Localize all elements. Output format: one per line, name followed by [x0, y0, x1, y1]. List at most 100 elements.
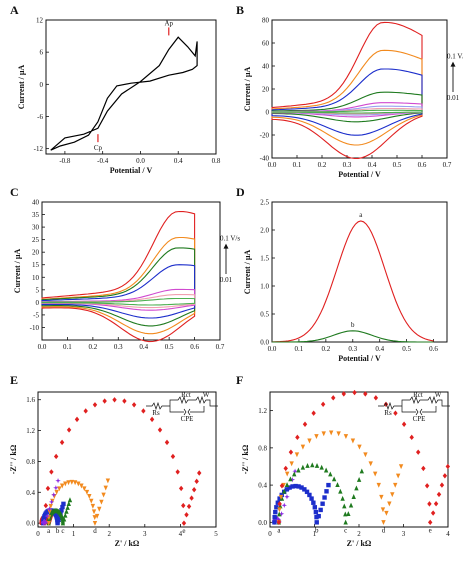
x-tick-label: 0.2	[318, 161, 327, 169]
x-tick-label: 0.4	[174, 157, 183, 165]
x-tick-label: 0	[268, 530, 272, 538]
nyquist-point-b	[272, 520, 277, 525]
y-tick-label: 2.0	[260, 227, 269, 235]
plot-frame	[45, 19, 217, 155]
nyquist-point-a	[281, 502, 287, 508]
nyquist-point-e	[430, 510, 436, 516]
nyquist-point-d	[307, 438, 312, 444]
x-tick-label: 0.4	[368, 161, 377, 169]
nyquist-point-d	[285, 471, 290, 477]
curve-label-d: d	[382, 526, 386, 534]
nyquist-point-b	[275, 500, 281, 505]
panel-letter: C	[10, 185, 19, 199]
annotation-cp: Cp	[94, 144, 103, 152]
nyquist-point-d	[380, 507, 386, 513]
x-tick-label: 0.7	[216, 343, 225, 351]
nyquist-point-d	[103, 485, 108, 491]
panel-letter: A	[10, 3, 19, 17]
x-axis-label: Z' / kΩ	[347, 539, 372, 548]
nyquist-point-e	[122, 398, 127, 404]
x-tick-label: -0.4	[97, 157, 109, 165]
nyquist-point-c	[292, 471, 297, 477]
nyquist-point-c	[277, 511, 282, 517]
circuit-label-w: W	[435, 391, 442, 399]
nyquist-point-d	[97, 506, 102, 512]
nyquist-point-d	[336, 431, 341, 437]
y-tick-label: 1.5	[260, 255, 269, 263]
nyquist-point-b	[290, 484, 295, 489]
x-tick-label: 0.5	[402, 345, 411, 353]
nyquist-point-e	[149, 416, 155, 423]
circuit-label-cpe: CPE	[413, 415, 426, 423]
panel-C: C 0.0 0.1 0.2 0.3 0.4 0.5 0.6 0.7 -10 -5 0 5 10 15 20 25…	[10, 185, 240, 351]
nyquist-point-b	[316, 513, 321, 519]
nyquist-point-e	[131, 402, 137, 408]
nyquist-point-d	[368, 461, 373, 467]
nyquist-point-c	[279, 495, 285, 501]
nyquist-point-x	[55, 478, 61, 484]
cv-curve	[50, 36, 198, 151]
nyquist-point-c	[348, 502, 354, 508]
cpe-symbol	[183, 408, 191, 416]
panel-A: A -0.8 -0.4 0.0 0.4 0.8 -12 -6 0 6 12 Potential / V…	[10, 3, 221, 175]
nyquist-point-b	[304, 489, 310, 495]
x-tick-label: 0.6	[418, 161, 427, 169]
y-tick-label: 2.5	[260, 199, 269, 207]
nyquist-point-e	[283, 465, 288, 472]
nyquist-point-c	[63, 512, 68, 518]
nyquist-point-c	[359, 468, 365, 474]
nyquist-point-d	[76, 481, 81, 487]
nyquist-point-b	[287, 485, 292, 490]
y-tick-label: 12	[36, 17, 44, 25]
nyquist-point-d	[387, 501, 392, 507]
nyquist-point-e	[363, 391, 368, 397]
x-tick-label: 0.6	[429, 345, 438, 353]
y-tick-label: -12	[34, 145, 44, 153]
nyquist-point-e	[401, 421, 407, 427]
rs-resistor	[146, 401, 170, 411]
circuit-label-rct: Rct	[181, 391, 191, 399]
nyquist-point-b	[307, 492, 312, 498]
x-tick-label: 4	[179, 530, 183, 538]
scanrate-low-label: 0.01	[447, 94, 460, 102]
nyquist-point-d	[46, 520, 51, 526]
nyquist-point-e	[49, 469, 54, 475]
nyquist-point-b	[314, 520, 319, 525]
nyquist-point-d	[101, 492, 106, 498]
nyquist-point-d	[372, 471, 378, 477]
nyquist-point-e	[393, 410, 398, 416]
nyquist-point-d	[395, 473, 401, 479]
nyquist-point-e	[53, 453, 59, 460]
circuit-label-rs: Rs	[384, 409, 392, 417]
circuit-label-rs: Rs	[152, 409, 160, 417]
nyquist-point-c	[342, 503, 347, 509]
nyquist-point-e	[445, 463, 451, 470]
y-tick-label: 40	[262, 63, 270, 71]
nyquist-point-c	[65, 505, 70, 510]
x-tick-label: 0.7	[443, 161, 452, 169]
plot-frame	[41, 201, 221, 341]
nyquist-point-d	[94, 513, 100, 519]
y-tick-label: 0.0	[26, 520, 35, 528]
nyquist-point-d	[384, 510, 389, 516]
cv-curve-1	[271, 21, 423, 160]
scanrate-arrowhead	[223, 243, 229, 249]
nyquist-point-c	[343, 511, 348, 517]
nyquist-point-e	[383, 401, 389, 407]
nyquist-point-c	[67, 497, 73, 503]
nyquist-point-b	[302, 487, 307, 492]
panel-F: F 0 1 2 3 4 0.0 0.4 0.8 1.2 Z' / kΩ -Z'' / kΩ a b c d e R…	[236, 373, 450, 548]
cv-curve-1	[41, 210, 196, 343]
nyquist-point-b	[273, 509, 278, 515]
curve-label-b: b	[56, 527, 60, 535]
nyquist-point-a	[289, 476, 296, 483]
y-tick-label: 0.4	[258, 482, 267, 490]
x-tick-label: -0.8	[59, 157, 71, 165]
circuit-label-rct: Rct	[413, 391, 423, 399]
cv-curve-3	[41, 247, 196, 327]
cv-curve-2	[41, 236, 196, 335]
nyquist-point-c	[66, 501, 71, 507]
circuit-label-w: W	[203, 391, 210, 399]
nyquist-point-d	[69, 479, 75, 485]
nyquist-point-e	[189, 495, 194, 501]
